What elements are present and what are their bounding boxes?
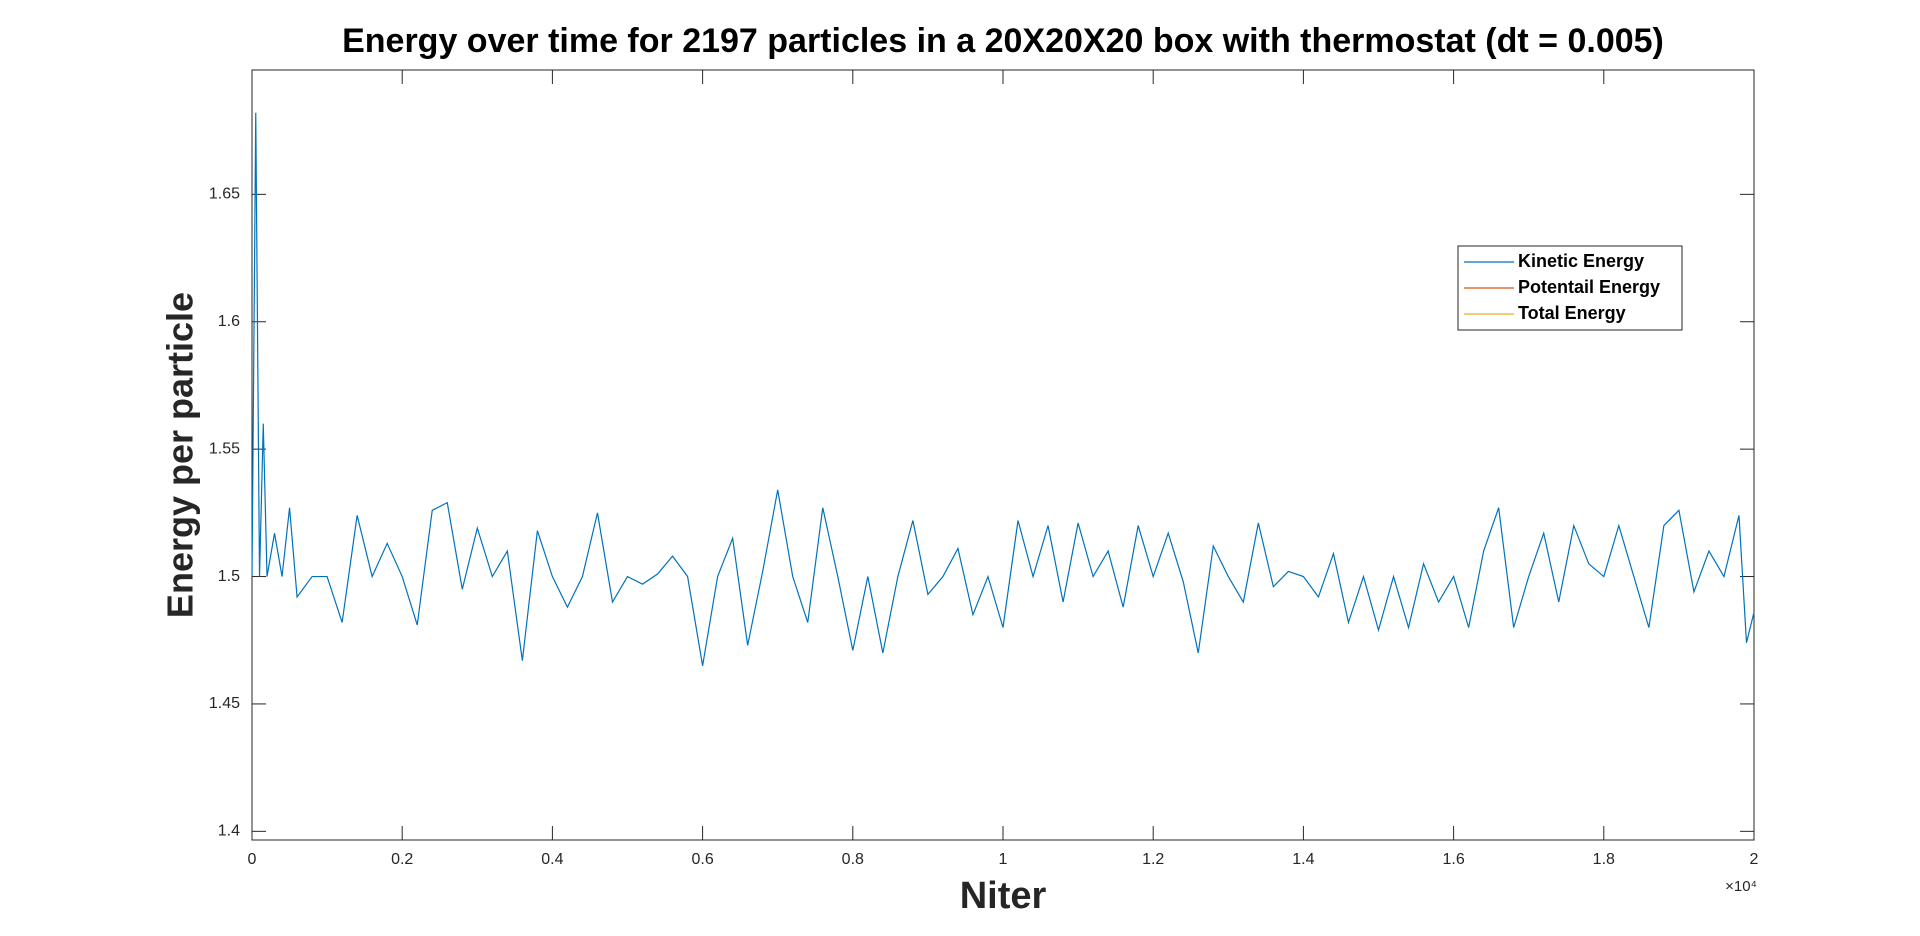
x-tick-label: 2	[1750, 851, 1759, 868]
y-tick-label: 1.65	[209, 186, 240, 203]
x-tick-label: 1.4	[1292, 851, 1314, 868]
x-tick-label: 1.2	[1142, 851, 1164, 868]
x-tick-label: 1.8	[1593, 851, 1615, 868]
y-tick-label: 1.45	[209, 695, 240, 712]
chart-title: Energy over time for 2197 particles in a…	[342, 22, 1664, 60]
y-tick-label: 1.55	[209, 440, 240, 457]
x-tick-label: 0.4	[541, 851, 563, 868]
legend-label: Potentail Energy	[1518, 277, 1660, 297]
legend-label: Kinetic Energy	[1518, 251, 1644, 271]
x-tick-label: 1	[999, 851, 1008, 868]
data-line	[251, 112, 1755, 666]
x-tick-label: 0.6	[691, 851, 713, 868]
x-tick-label: 1.6	[1442, 851, 1464, 868]
x-tick-label: 0.2	[391, 851, 413, 868]
y-axis-label: Energy per particle	[160, 292, 201, 618]
y-tick-label: 1.5	[218, 568, 240, 585]
x-multiplier: ×10⁴	[1725, 878, 1757, 895]
y-tick-label: 1.4	[218, 823, 240, 840]
x-tick-label: 0	[248, 851, 257, 868]
legend-label: Total Energy	[1518, 303, 1626, 323]
x-tick-label: 0.8	[842, 851, 864, 868]
plot-area	[251, 69, 1755, 841]
x-axis-label: Niter	[960, 875, 1047, 917]
y-tick-label: 1.6	[218, 313, 240, 330]
